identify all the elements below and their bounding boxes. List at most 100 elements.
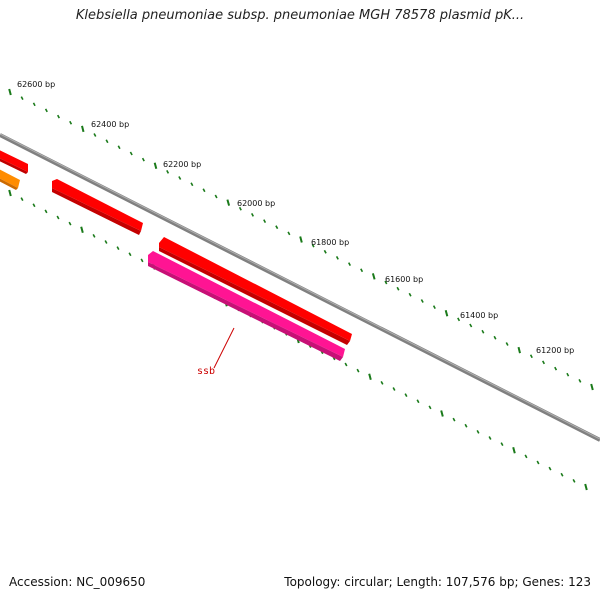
outer-tick-mark <box>529 354 533 359</box>
outer-tick-mark <box>238 206 242 211</box>
outer-tick-mark <box>566 372 570 377</box>
inner-tick-mark <box>8 189 12 197</box>
gene-red-upper[interactable] <box>52 179 143 235</box>
outer-tick-mark <box>226 199 231 206</box>
outer-tick-mark <box>166 170 170 174</box>
outer-tick-mark <box>214 194 218 199</box>
inner-tick-mark <box>380 381 384 385</box>
inner-tick-mark <box>68 221 72 226</box>
tick-label-62400: 62400 bp <box>91 120 129 129</box>
outer-tick-mark <box>505 342 509 346</box>
inner-tick-mark <box>548 466 552 471</box>
outer-tick-mark <box>44 108 48 113</box>
plasmid-backbone-highlight <box>0 133 600 440</box>
outer-tick-ring <box>8 88 594 391</box>
inner-tick-mark <box>392 387 396 391</box>
outer-tick-mark <box>56 114 61 119</box>
outer-tick-mark <box>408 292 412 297</box>
tick-label-61600: 61600 bp <box>385 275 423 284</box>
outer-tick-mark <box>311 243 315 248</box>
outer-tick-mark <box>93 133 97 137</box>
inner-tick-mark <box>344 362 348 367</box>
outer-tick-mark <box>554 366 558 371</box>
tick-label-61400: 61400 bp <box>460 311 498 320</box>
outer-tick-mark <box>360 268 364 273</box>
inner-tick-mark <box>560 472 564 477</box>
inner-tick-mark <box>116 246 120 250</box>
outer-tick-mark <box>590 383 594 391</box>
gene-partial-orange[interactable] <box>0 167 20 190</box>
gene-partial-red[interactable] <box>0 148 28 174</box>
outer-tick-mark <box>493 335 497 340</box>
outer-tick-mark <box>8 88 12 96</box>
inner-tick-mark <box>524 454 528 459</box>
outer-tick-mark <box>263 219 267 223</box>
outer-tick-mark <box>457 317 461 322</box>
inner-tick-mark <box>404 393 408 397</box>
outer-tick-mark <box>371 273 376 280</box>
inner-tick-mark <box>572 479 576 483</box>
outer-tick-mark <box>287 231 291 236</box>
tick-label-62200: 62200 bp <box>163 160 201 169</box>
outer-tick-mark <box>335 256 339 260</box>
outer-tick-mark <box>117 145 121 150</box>
outer-tick-mark <box>105 139 109 144</box>
inner-tick-mark <box>536 460 540 465</box>
inner-tick-mark <box>464 423 468 428</box>
inner-tick-mark <box>80 226 84 234</box>
inner-tick-mark <box>356 368 360 373</box>
inner-tick-mark <box>512 447 516 454</box>
inner-tick-mark <box>428 405 432 410</box>
outer-tick-mark <box>275 225 279 230</box>
tick-label-61800: 61800 bp <box>311 238 349 247</box>
outer-tick-mark <box>481 329 485 334</box>
outer-tick-mark <box>190 182 194 187</box>
inner-tick-mark <box>584 483 588 491</box>
tick-label-62000: 62000 bp <box>237 199 275 208</box>
genome-summary-text: Topology: circular; Length: 107,576 bp; … <box>284 575 591 589</box>
inner-tick-mark <box>368 373 372 381</box>
outer-tick-mark <box>129 151 133 156</box>
outer-tick-mark <box>578 379 582 383</box>
outer-tick-mark <box>20 96 24 100</box>
tick-label-61200: 61200 bp <box>536 346 574 355</box>
outer-tick-mark <box>81 125 85 133</box>
outer-tick-mark <box>384 280 388 285</box>
outer-tick-mark <box>444 310 449 317</box>
accession-text: Accession: NC_009650 <box>9 575 146 589</box>
outer-tick-mark <box>323 249 327 254</box>
tick-label-62600: 62600 bp <box>17 80 55 89</box>
gene-red-long[interactable] <box>159 237 352 345</box>
inner-tick-mark <box>488 436 492 440</box>
plasmid-backbone <box>0 133 600 442</box>
inner-tick-mark <box>440 410 444 417</box>
outer-tick-mark <box>32 102 36 107</box>
outer-tick-mark <box>420 299 424 303</box>
gene-ssb[interactable] <box>148 251 345 361</box>
inner-tick-mark <box>416 399 420 404</box>
outer-tick-mark <box>178 176 182 180</box>
outer-tick-mark <box>250 213 255 217</box>
inner-tick-mark <box>92 234 96 238</box>
inner-tick-mark <box>20 197 24 201</box>
outer-tick-mark <box>153 162 158 170</box>
outer-tick-mark <box>141 157 145 162</box>
outer-tick-mark <box>432 305 436 309</box>
inner-tick-mark <box>32 203 36 208</box>
inner-tick-mark <box>56 215 60 220</box>
outer-tick-mark <box>541 360 546 365</box>
inner-tick-mark <box>104 240 108 244</box>
inner-tick-mark <box>128 252 132 257</box>
outer-tick-mark <box>347 262 352 266</box>
inner-tick-mark <box>44 209 48 214</box>
inner-tick-mark <box>476 430 480 434</box>
outer-tick-mark <box>517 346 521 354</box>
outer-tick-mark <box>299 236 303 243</box>
ssb-gene-label: ssb <box>197 366 215 377</box>
inner-tick-mark <box>140 258 144 263</box>
outer-tick-mark <box>469 323 473 328</box>
map-title: Klebsiella pneumoniae subsp. pneumoniae … <box>75 8 525 23</box>
outer-tick-mark <box>396 286 400 291</box>
inner-tick-mark <box>500 442 504 446</box>
